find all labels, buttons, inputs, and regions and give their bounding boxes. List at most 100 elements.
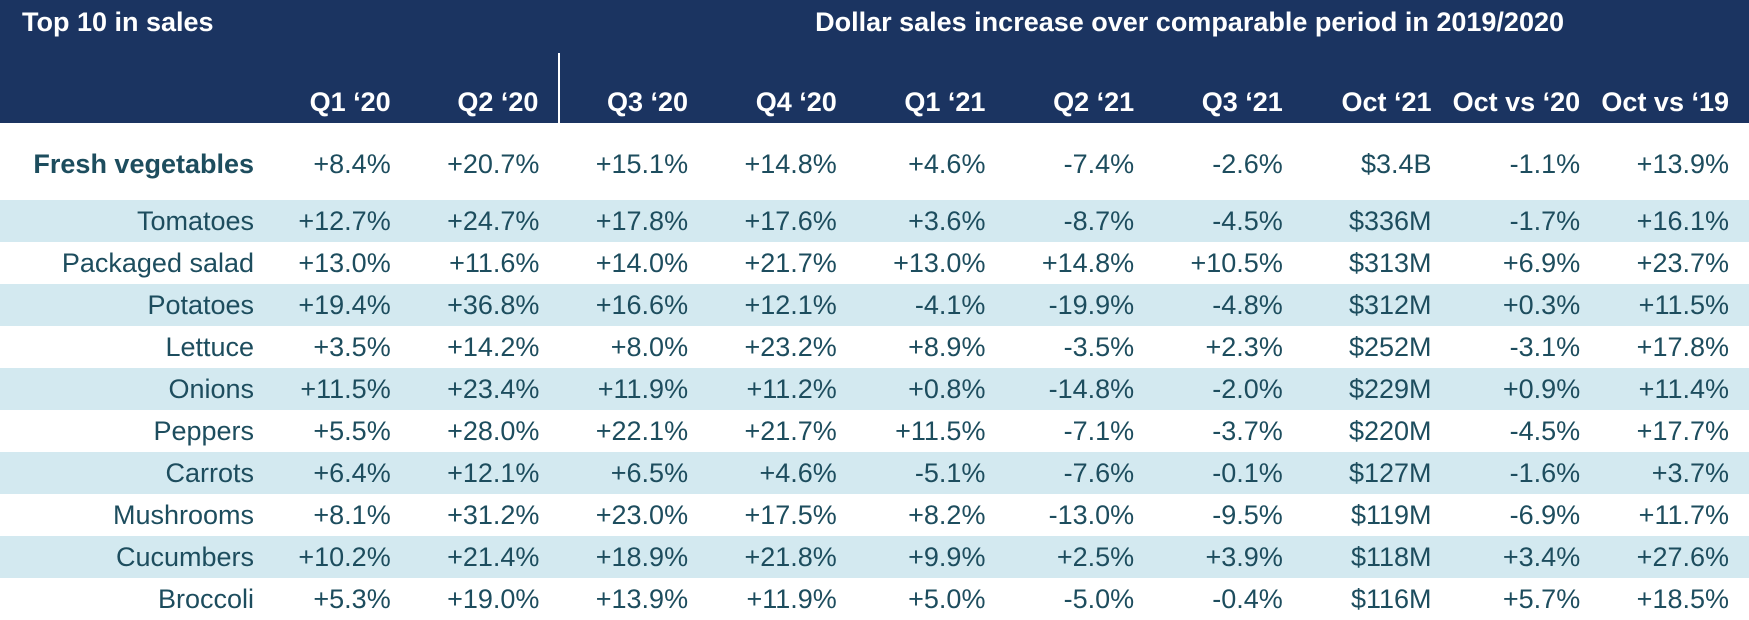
table-row: Onions +11.5% +23.4% +11.9% +11.2% +0.8% -14.8… [0, 368, 1749, 410]
table-cell: +3.5% [313, 332, 391, 362]
table-cell: +12.7% [262, 200, 411, 242]
table-cell: +21.7% [744, 248, 837, 278]
table-cell: -4.5% [1154, 200, 1303, 242]
column-header-blank [0, 53, 263, 123]
table-cell: -6.9% [1509, 500, 1581, 530]
table-cell: -2.6% [1212, 149, 1283, 179]
row-label: Mushrooms [112, 500, 255, 530]
column-header: Oct vs ‘20 [1451, 53, 1601, 123]
table-cell: $116M [1350, 584, 1432, 614]
table-cell: -2.0% [1154, 368, 1303, 410]
table-cell: -7.6% [1005, 452, 1155, 494]
table-cell: $3.4B [1360, 149, 1432, 179]
table-cell: +27.6% [1600, 536, 1749, 578]
table-cell: -19.9% [1005, 284, 1155, 326]
table-cell: +5.5% [313, 416, 391, 446]
table-cell: +3.9% [1154, 536, 1303, 578]
table-cell: -3.5% [1063, 332, 1135, 362]
table-cell: +3.6% [856, 200, 1006, 242]
table-cell: +9.9% [856, 536, 1006, 578]
table-cell: -14.8% [1005, 368, 1155, 410]
table-cell: +11.6% [449, 248, 540, 278]
column-header: Oct vs ‘19 [1600, 53, 1749, 123]
row-label: Tomatoes [0, 200, 263, 242]
table-cell: +4.6% [708, 452, 857, 494]
group-header: Dollar sales increase over comparable pe… [262, 0, 1749, 53]
table-row: Cucumbers +10.2% +21.4% +18.9% +21.8% +9.9% +2… [0, 536, 1749, 578]
table-cell: +13.9% [1636, 149, 1729, 179]
table-cell: $313M [1348, 248, 1432, 278]
table-cell: +12.1% [708, 284, 857, 326]
table-cell: -7.1% [1063, 416, 1135, 446]
table-cell: +6.4% [262, 452, 411, 494]
table-row: Packaged salad +13.0% +11.6% +14.0% +21.7% +1… [0, 242, 1749, 284]
table-cell: +5.0% [908, 584, 986, 614]
table-cell: +36.8% [410, 284, 560, 326]
table-row: Mushrooms +8.1% +31.2% +23.0% +17.5% +8.2% -13… [0, 494, 1749, 536]
row-label-total: Fresh vegetables [33, 149, 255, 179]
table-cell: +20.7% [447, 149, 540, 179]
column-header: Q3 ‘20 [558, 53, 709, 123]
table-cell: +8.2% [908, 500, 986, 530]
table-cell: +21.7% [744, 416, 837, 446]
table-cell: +0.3% [1451, 284, 1601, 326]
table-cell: +0.8% [856, 368, 1006, 410]
table-cell: $252M [1348, 332, 1432, 362]
column-header: Q2 ‘21 [1005, 53, 1155, 123]
table-cell: +14.8% [1041, 248, 1135, 278]
table-cell: -9.5% [1212, 500, 1283, 530]
row-label: Lettuce [165, 332, 255, 362]
table-cell: +17.5% [744, 500, 837, 530]
table-cell: +23.4% [410, 368, 560, 410]
table-cell: +13.9% [595, 584, 689, 614]
row-label: Peppers [153, 416, 255, 446]
table-cell: $127M [1302, 452, 1452, 494]
table-cell: +11.5% [895, 416, 986, 446]
table-cell: +8.4% [313, 149, 391, 179]
table-cell: +31.2% [447, 500, 540, 530]
table-cell: +14.8% [744, 149, 837, 179]
column-header: Q1 ‘20 [262, 53, 411, 123]
table-cell: +3.4% [1451, 536, 1601, 578]
table-cell: +24.7% [410, 200, 560, 242]
table-cell: +28.0% [447, 416, 540, 446]
table-cell: -7.4% [1063, 149, 1135, 179]
table-cell: -4.5% [1509, 416, 1581, 446]
table-cell: +11.9% [559, 368, 709, 410]
row-label: Cucumbers [0, 536, 263, 578]
table-cell: +15.1% [595, 149, 689, 179]
table-cell: -1.1% [1509, 149, 1581, 179]
table-cell: +14.2% [447, 332, 540, 362]
table-cell: +0.9% [1451, 368, 1601, 410]
table-cell: +3.7% [1600, 452, 1749, 494]
table-cell: +23.7% [1636, 248, 1729, 278]
table-header: Top 10 in sales Dollar sales increase ov… [0, 0, 1749, 123]
table-cell: -8.7% [1005, 200, 1155, 242]
table-cell: +17.7% [1636, 416, 1729, 446]
table-row: Lettuce +3.5% +14.2% +8.0% +23.2% +8.9% -3.5% +… [0, 326, 1749, 368]
row-label: Potatoes [0, 284, 263, 326]
table-cell: -4.8% [1154, 284, 1303, 326]
table-cell: +6.5% [559, 452, 709, 494]
table-cell: -0.1% [1154, 452, 1303, 494]
table-cell: +11.5% [262, 368, 411, 410]
table-cell: +13.0% [893, 248, 986, 278]
column-header: Q1 ‘21 [856, 53, 1006, 123]
table-cell: -1.7% [1451, 200, 1601, 242]
row-label: Onions [0, 368, 263, 410]
table-cell: +4.6% [908, 149, 986, 179]
table-cell: -13.0% [1048, 500, 1135, 530]
row-label: Carrots [0, 452, 263, 494]
table-cell: +11.5% [1600, 284, 1749, 326]
table-cell: +11.2% [708, 368, 857, 410]
table-cell: +21.8% [708, 536, 857, 578]
corner-label: Top 10 in sales [0, 0, 263, 53]
table-cell: $312M [1302, 284, 1452, 326]
column-header: Q3 ‘21 [1154, 53, 1303, 123]
column-header: Q4 ‘20 [708, 53, 857, 123]
table-cell: +21.4% [410, 536, 560, 578]
table-cell: +5.7% [1502, 584, 1581, 614]
table-cell: +8.0% [610, 332, 689, 362]
table-cell: +16.1% [1600, 200, 1749, 242]
